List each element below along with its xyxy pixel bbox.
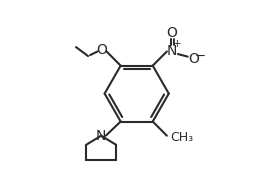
Text: N: N: [96, 129, 106, 143]
Text: N: N: [166, 44, 177, 58]
Text: −: −: [195, 50, 206, 63]
Text: +: +: [173, 39, 181, 49]
Text: O: O: [166, 26, 177, 40]
Text: O: O: [96, 43, 107, 57]
Text: CH₃: CH₃: [171, 131, 194, 144]
Text: O: O: [188, 52, 199, 66]
